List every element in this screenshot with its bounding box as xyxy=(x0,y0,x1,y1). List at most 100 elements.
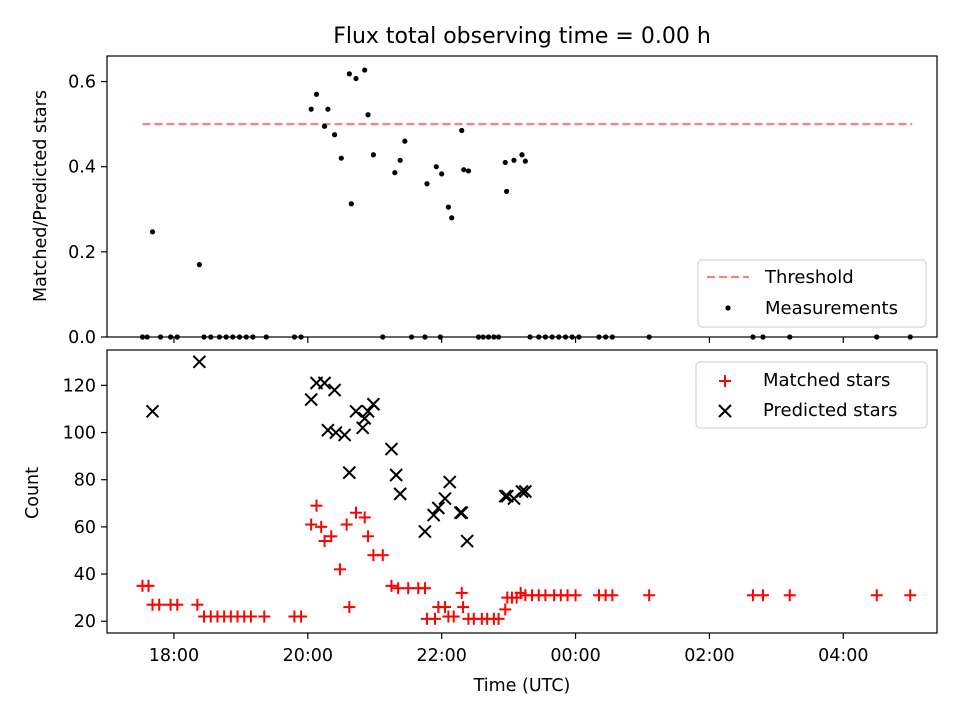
predicted-stars-point-d2 xyxy=(393,487,407,501)
measurements-point xyxy=(397,157,403,163)
predicted-stars-point-d2 xyxy=(438,491,452,506)
predicted-stars-point-d2 xyxy=(460,534,474,548)
matched-stars-point xyxy=(428,612,441,625)
predicted-stars-point xyxy=(357,411,372,426)
bottom-legend: Matched stars Predicted stars xyxy=(695,361,928,429)
matched-stars-point xyxy=(643,589,656,602)
top-legend: Threshold Measurements xyxy=(697,259,927,328)
matched-stars-point xyxy=(606,589,619,602)
matched-stars-point xyxy=(362,530,375,543)
predicted-stars-point-d2 xyxy=(357,411,372,426)
predicted-stars-point-d2 xyxy=(327,383,342,397)
bottom-x-tick-label: 22:00 xyxy=(416,646,466,666)
matched-stars-point xyxy=(756,589,769,602)
predicted-stars-point xyxy=(192,355,207,369)
predicted-stars-point xyxy=(389,468,403,482)
matched-stars-point xyxy=(358,511,371,524)
matched-stars-point xyxy=(310,499,323,512)
predicted-stars-point-d2 xyxy=(304,392,318,407)
measurements-point xyxy=(348,201,354,207)
matched-stars-point xyxy=(333,563,346,576)
measurements-point xyxy=(459,127,465,134)
predicted-stars-point-d2 xyxy=(455,506,469,520)
predicted-stars-point-d2 xyxy=(443,475,457,489)
matched-stars-point xyxy=(457,601,470,614)
measurements-point xyxy=(338,155,344,161)
top-legend-frame xyxy=(697,259,927,328)
measurements-point xyxy=(346,71,352,77)
predicted-stars-point-d2 xyxy=(518,484,533,499)
measurements-point xyxy=(445,204,451,210)
predicted-stars-point-d2 xyxy=(329,425,343,440)
matched-stars-point xyxy=(295,610,308,623)
predicted-stars-point xyxy=(145,404,160,419)
predicted-stars-point xyxy=(393,487,407,501)
predicted-stars-point xyxy=(361,404,375,419)
measurements-point xyxy=(449,215,455,221)
bottom-x-tick-label: 04:00 xyxy=(818,646,868,666)
legend-predicted-label: Predicted stars xyxy=(763,400,897,421)
measurements-point xyxy=(353,75,359,82)
matched-stars-point xyxy=(325,530,338,543)
measurements-point xyxy=(392,170,398,176)
predicted-stars-point xyxy=(460,534,474,548)
measurements-point xyxy=(365,112,371,118)
measurements-point xyxy=(321,123,328,129)
matched-stars-point xyxy=(305,518,318,531)
top-y-tick-label: 0.4 xyxy=(68,158,96,178)
matched-stars-point xyxy=(392,582,405,595)
measurements-point xyxy=(313,91,320,97)
predicted-stars-point xyxy=(317,376,332,390)
x-axis-label: Time (UTC) xyxy=(473,676,571,696)
bottom-y-tick-label: 60 xyxy=(74,518,96,538)
measurements-point xyxy=(522,158,528,164)
matched-stars-point xyxy=(418,582,431,595)
top-y-axis-label: Matched/Predicted stars xyxy=(31,90,51,302)
predicted-stars-point-d2 xyxy=(342,465,357,480)
bottom-x-tick-label: 00:00 xyxy=(550,646,600,666)
measurements-point xyxy=(362,67,368,73)
matched-stars-point xyxy=(904,589,917,602)
measurements-point xyxy=(504,188,510,194)
legend-threshold-label: Threshold xyxy=(764,267,854,288)
predicted-stars-point xyxy=(304,392,318,407)
matched-stars-point xyxy=(142,579,155,592)
matched-stars-point xyxy=(153,598,166,611)
predicted-stars-point xyxy=(384,442,399,456)
predicted-stars-point xyxy=(337,428,352,442)
matched-stars-point xyxy=(455,586,468,599)
predicted-stars-point-d2 xyxy=(355,421,370,435)
matched-stars-point xyxy=(258,610,271,623)
predicted-stars-point-d2 xyxy=(498,489,512,503)
measurements-point xyxy=(465,168,472,174)
predicted-stars-point xyxy=(455,506,469,520)
matched-stars-point xyxy=(385,579,398,592)
matched-stars-point xyxy=(447,610,460,623)
legend-measurements-swatch xyxy=(725,305,731,311)
matched-stars-point xyxy=(315,520,328,533)
predicted-stars-point-d2 xyxy=(515,484,529,499)
matched-stars-point xyxy=(318,535,331,548)
top-plot-area: 0.0 0.2 0.4 0.6 xyxy=(68,55,938,348)
predicted-stars-point xyxy=(329,425,343,440)
predicted-stars-point-d2 xyxy=(321,423,335,437)
predicted-stars-point xyxy=(498,489,512,503)
predicted-stars-point xyxy=(327,383,342,397)
predicted-stars-point xyxy=(438,491,452,506)
predicted-stars-point-d2 xyxy=(384,442,399,456)
predicted-stars-point xyxy=(518,484,533,499)
predicted-stars-point xyxy=(443,475,457,489)
legend-matched-label: Matched stars xyxy=(763,370,890,391)
bottom-x-tick-label: 20:00 xyxy=(283,646,333,666)
top-chart-title: Flux total observing time = 0.00 h xyxy=(333,24,711,49)
measurements-point xyxy=(370,152,377,158)
bottom-legend-frame xyxy=(695,361,928,429)
predicted-stars-point-d2 xyxy=(418,524,432,539)
predicted-stars-point xyxy=(426,508,441,522)
matched-stars-point xyxy=(783,589,796,602)
predicted-stars-point-d2 xyxy=(192,355,207,369)
predicted-stars-point xyxy=(342,465,357,480)
bottom-y-tick-label: 40 xyxy=(74,565,96,585)
